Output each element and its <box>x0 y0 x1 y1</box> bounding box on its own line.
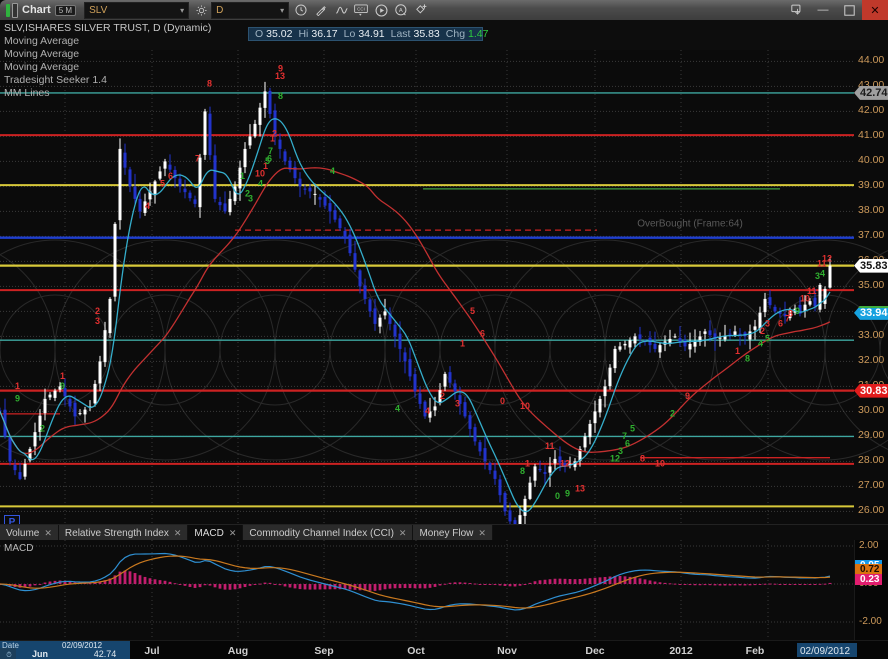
svg-text:4: 4 <box>425 406 430 416</box>
svg-text:9: 9 <box>685 391 690 401</box>
svg-text:12: 12 <box>822 253 832 263</box>
svg-text:4: 4 <box>395 403 400 413</box>
svg-text:2: 2 <box>272 128 277 138</box>
svg-text:1: 1 <box>525 458 530 468</box>
svg-text:6: 6 <box>778 318 783 328</box>
svg-text:0: 0 <box>500 396 505 406</box>
svg-text:7: 7 <box>195 153 200 163</box>
svg-text:9: 9 <box>565 488 570 498</box>
svg-text:4: 4 <box>758 338 763 348</box>
svg-text:1: 1 <box>460 338 465 348</box>
svg-text:12: 12 <box>560 458 570 468</box>
svg-text:2: 2 <box>95 306 100 316</box>
svg-text:9: 9 <box>15 393 20 403</box>
svg-text:Feb: Feb <box>746 645 765 657</box>
svg-text:Nov: Nov <box>497 645 517 657</box>
svg-text:Sep: Sep <box>314 645 333 657</box>
svg-text:2: 2 <box>670 408 675 418</box>
svg-text:5: 5 <box>630 423 635 433</box>
svg-text:02/09/2012: 02/09/2012 <box>800 646 850 657</box>
svg-text:4: 4 <box>145 201 150 211</box>
svg-text:OverBought (Frame:64): OverBought (Frame:64) <box>637 218 743 229</box>
svg-text:8: 8 <box>278 91 283 101</box>
svg-text:Aug: Aug <box>228 645 248 657</box>
svg-text:11: 11 <box>807 286 817 296</box>
svg-text:1: 1 <box>735 346 740 356</box>
svg-text:3: 3 <box>95 316 100 326</box>
svg-text:42.74: 42.74 <box>94 649 117 659</box>
svg-text:10: 10 <box>520 401 530 411</box>
svg-text:9: 9 <box>60 381 65 391</box>
svg-text:5: 5 <box>265 156 270 166</box>
svg-text:8: 8 <box>640 453 645 463</box>
svg-text:3: 3 <box>765 318 770 328</box>
svg-text:9: 9 <box>795 306 800 316</box>
svg-text:6: 6 <box>168 171 173 181</box>
svg-text:⏱: ⏱ <box>6 651 12 659</box>
svg-text:CCI: CCI <box>357 7 365 12</box>
svg-text:2: 2 <box>440 391 445 401</box>
svg-text:13: 13 <box>575 483 585 493</box>
svg-text:7: 7 <box>268 146 273 156</box>
svg-text:MACD: MACD <box>4 543 33 554</box>
svg-text:1: 1 <box>240 171 245 181</box>
svg-text:8: 8 <box>788 308 793 318</box>
svg-text:11: 11 <box>545 441 555 451</box>
svg-text:5: 5 <box>765 333 770 343</box>
svg-text:0: 0 <box>555 491 560 501</box>
svg-text:6: 6 <box>480 328 485 338</box>
svg-text:10: 10 <box>255 168 265 178</box>
svg-text:2012: 2012 <box>669 645 693 657</box>
svg-text:A: A <box>398 8 402 14</box>
svg-text:10: 10 <box>655 458 665 468</box>
svg-text:4: 4 <box>820 268 825 278</box>
svg-text:5: 5 <box>160 178 165 188</box>
svg-text:7: 7 <box>622 431 627 441</box>
svg-text:Oct: Oct <box>407 645 425 657</box>
svg-text:3: 3 <box>455 398 460 408</box>
svg-text:Jun: Jun <box>32 649 48 659</box>
svg-text:Jul: Jul <box>144 645 159 657</box>
svg-text:1: 1 <box>60 371 65 381</box>
svg-text:3: 3 <box>618 446 623 456</box>
svg-text:4: 4 <box>258 178 263 188</box>
svg-text:3: 3 <box>248 193 253 203</box>
svg-text:4: 4 <box>330 166 335 176</box>
svg-text:2: 2 <box>40 423 45 433</box>
svg-text:9: 9 <box>278 63 283 73</box>
svg-text:1: 1 <box>15 381 20 391</box>
svg-text:5: 5 <box>470 306 475 316</box>
svg-text:8: 8 <box>745 353 750 363</box>
svg-text:Dec: Dec <box>585 645 604 657</box>
